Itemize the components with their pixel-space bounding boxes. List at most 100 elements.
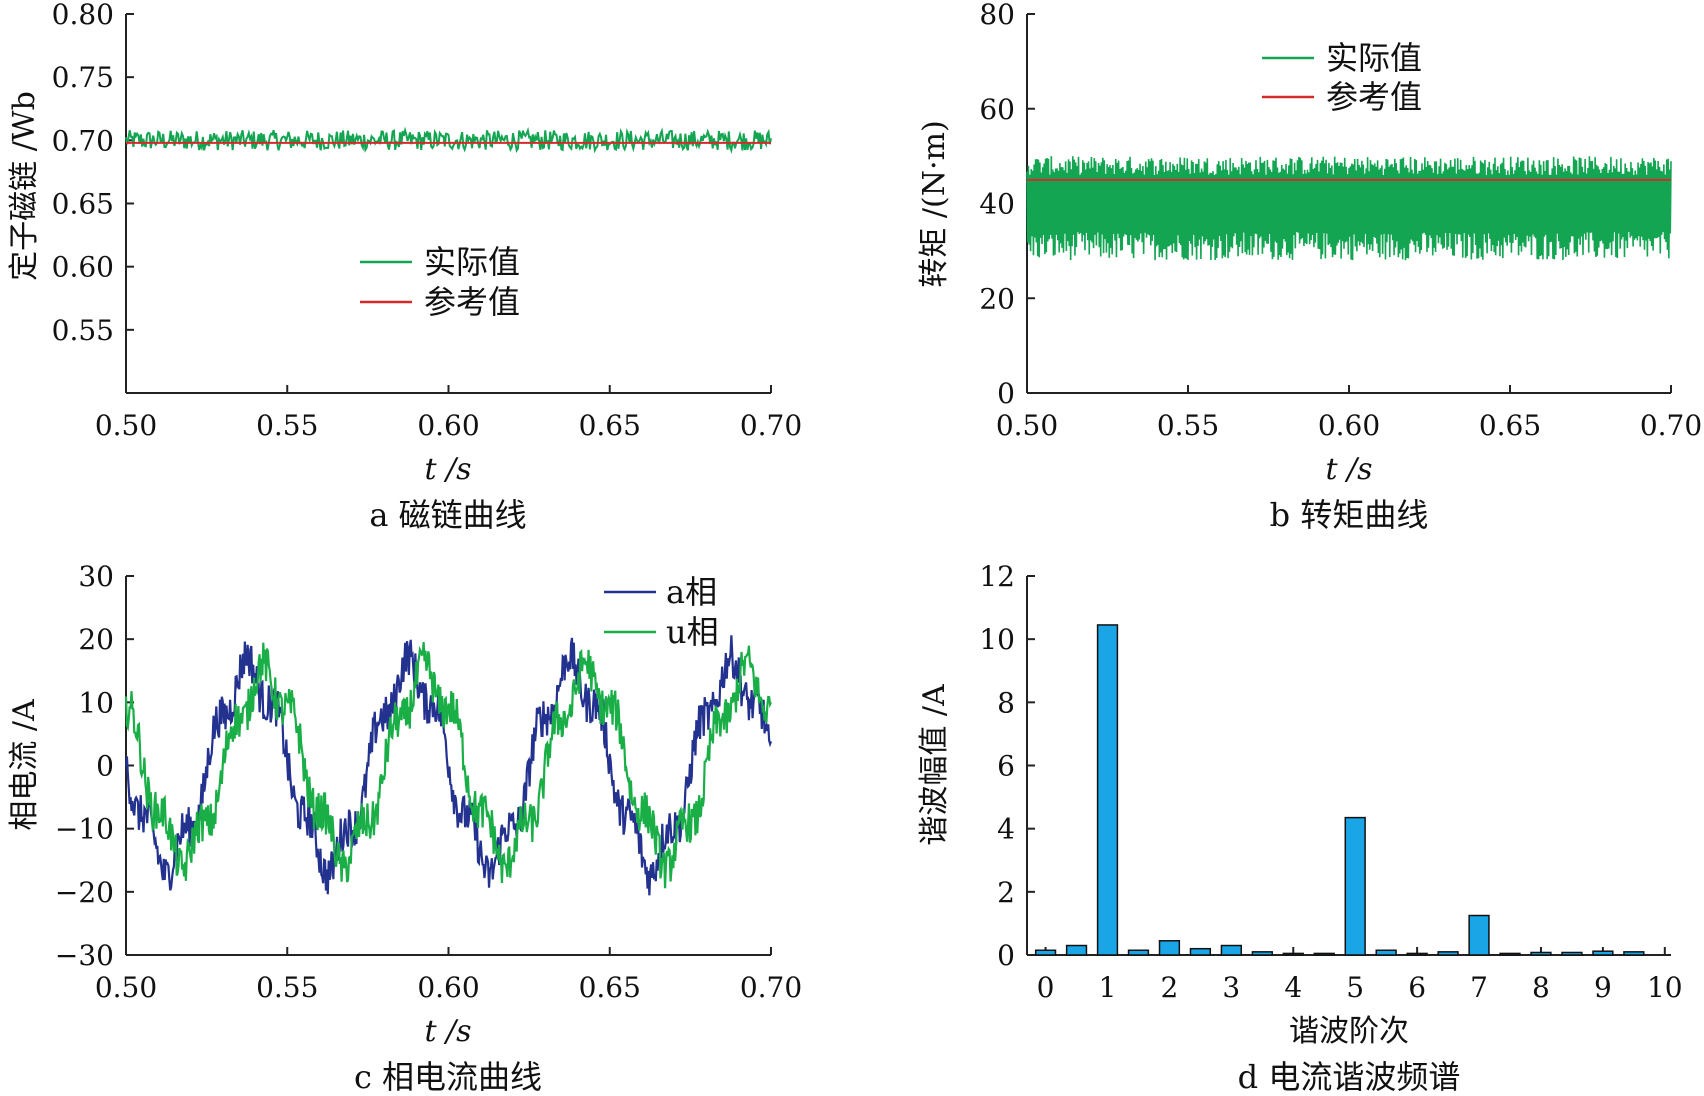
torque-y-tick-label: 60	[979, 93, 1015, 126]
harmonic-bar	[1530, 951, 1552, 956]
current-x-label: t /s	[424, 1014, 471, 1049]
flux-x-label: t /s	[424, 452, 471, 487]
flux-y-tick-label: 0.80	[52, 0, 114, 31]
harmonic-bar	[1034, 949, 1057, 956]
flux-y-tick-label: 0.65	[52, 188, 114, 221]
harmonics-x-tick-label: 3	[1222, 971, 1240, 1004]
current-plot-area: 0.50 0.55 0.60 0.65 0.70 30 20 10 0 −10 −20 −30	[55, 560, 802, 1004]
harmonics-y-tick-label: 4	[997, 813, 1015, 846]
harmonics-y-label: 谐波幅值 /A	[917, 684, 952, 846]
torque-y-tick-label: 20	[979, 282, 1015, 315]
torque-y-label: 转矩 /(N·m)	[917, 120, 952, 287]
harmonic-bar	[1437, 951, 1459, 956]
harmonic-bar	[1158, 940, 1181, 956]
current-y-tick-label: −20	[55, 876, 114, 909]
flux-y-tick-label: 0.75	[52, 61, 114, 94]
current-legend-a-label: a相	[666, 573, 717, 611]
harmonic-bar	[1623, 951, 1645, 956]
flux-caption: a 磁链曲线	[369, 496, 526, 534]
flux-actual-line	[125, 126, 772, 154]
current-caption: c 相电流曲线	[354, 1058, 542, 1096]
flux-y-label: 定子磁链 /Wb	[7, 91, 42, 281]
harmonic-bar	[1406, 952, 1428, 956]
harmonics-x-tick-label: 4	[1284, 971, 1302, 1004]
current-legend-u-label: u相	[666, 613, 719, 651]
current-y-tick-label: 10	[78, 686, 114, 719]
harmonics-y-tick-label: 12	[979, 560, 1015, 593]
torque-legend-reference-label: 参考值	[1326, 78, 1422, 116]
flux-legend-actual-label: 实际值	[424, 243, 520, 281]
flux-x-tick-label: 0.65	[579, 409, 641, 442]
harmonics-x-tick-label: 0	[1037, 971, 1055, 1004]
harmonic-bar	[1592, 950, 1614, 956]
current-y-tick-label: 0	[96, 750, 114, 783]
harmonics-x-tick-label: 6	[1408, 971, 1426, 1004]
torque-x-tick-label: 0.50	[996, 409, 1058, 442]
torque-x-tick-label: 0.60	[1318, 409, 1380, 442]
torque-legend: 实际值 参考值	[1262, 39, 1422, 116]
torque-legend-actual-label: 实际值	[1326, 39, 1422, 77]
flux-y-tick-label: 0.55	[52, 314, 114, 347]
harmonic-bar	[1282, 952, 1304, 956]
harmonic-bar	[1375, 949, 1397, 956]
harmonics-x-tick-label: 10	[1647, 971, 1683, 1004]
current-y-tick-label: −30	[55, 939, 114, 972]
torque-y-tick-label: 0	[997, 377, 1015, 410]
harmonics-x-tick-label: 7	[1470, 971, 1488, 1004]
harmonic-bar	[1499, 952, 1521, 956]
torque-x-tick-label: 0.70	[1640, 409, 1702, 442]
current-phase-u-line	[124, 641, 773, 889]
torque-x-tick-label: 0.65	[1479, 409, 1541, 442]
harmonics-x-tick-label: 8	[1532, 971, 1550, 1004]
harmonics-x-tick-label: 2	[1161, 971, 1179, 1004]
flux-y-tick-label: 0.60	[52, 251, 114, 284]
torque-y-tick-label: 40	[979, 188, 1015, 221]
torque-y-tick-label: 80	[979, 0, 1015, 31]
harmonics-x-label: 谐波阶次	[1289, 1014, 1409, 1049]
current-y-tick-label: −10	[55, 813, 114, 846]
torque-x-label: t /s	[1325, 452, 1372, 487]
flux-x-tick-label: 0.70	[740, 409, 802, 442]
harmonic-bar	[1561, 951, 1583, 956]
flux-legend: 实际值 参考值	[360, 243, 520, 321]
current-legend: a相 u相	[604, 573, 719, 651]
current-y-tick-label: 30	[78, 560, 114, 593]
harmonic-bar	[1344, 816, 1366, 956]
harmonic-bar	[1220, 944, 1243, 956]
torque-plot-area: 0.50 0.55 0.60 0.65 0.70 80 60 40 20 0	[979, 0, 1702, 442]
harmonics-y-tick-label: 8	[997, 686, 1015, 719]
current-x-tick-label: 0.70	[740, 971, 802, 1004]
flux-x-tick-label: 0.60	[417, 409, 479, 442]
current-y-tick-label: 20	[78, 623, 114, 656]
harmonic-bar	[1468, 914, 1490, 956]
current-x-tick-label: 0.60	[417, 971, 479, 1004]
current-phase-a-line	[124, 635, 773, 896]
current-y-label: 相电流 /A	[7, 699, 42, 831]
flux-y-tick-label: 0.70	[52, 124, 114, 157]
harmonics-x-tick-label: 5	[1346, 971, 1364, 1004]
harmonics-y-tick-label: 10	[979, 623, 1015, 656]
torque-x-tick-label: 0.55	[1157, 409, 1219, 442]
harmonics-x-tick-label: 9	[1594, 971, 1612, 1004]
harmonics-x-tick-label: 1	[1099, 971, 1117, 1004]
current-x-tick-label: 0.65	[579, 971, 641, 1004]
flux-x-tick-label: 0.50	[95, 409, 157, 442]
harmonic-bar	[1096, 624, 1119, 956]
harmonic-bar	[1251, 951, 1273, 956]
panel-a-flux: 0.50 0.55 0.60 0.65 0.70 0.80 0.75 0.70 0.65 0.60…	[7, 0, 802, 534]
torque-caption: b 转矩曲线	[1270, 496, 1429, 534]
harmonics-caption: d 电流谐波频谱	[1238, 1058, 1461, 1096]
flux-x-tick-label: 0.55	[256, 409, 318, 442]
current-x-tick-label: 0.50	[95, 971, 157, 1004]
flux-plot-area: 0.50 0.55 0.60 0.65 0.70 0.80 0.75 0.70 0.65 0.60…	[52, 0, 803, 442]
harmonics-y-tick-label: 6	[997, 750, 1015, 783]
harmonic-bar	[1065, 944, 1088, 956]
harmonic-bar	[1313, 952, 1335, 956]
current-x-tick-label: 0.55	[256, 971, 318, 1004]
flux-legend-reference-label: 参考值	[424, 283, 520, 321]
harmonics-y-tick-label: 2	[997, 876, 1015, 909]
torque-actual-line	[1026, 156, 1672, 261]
